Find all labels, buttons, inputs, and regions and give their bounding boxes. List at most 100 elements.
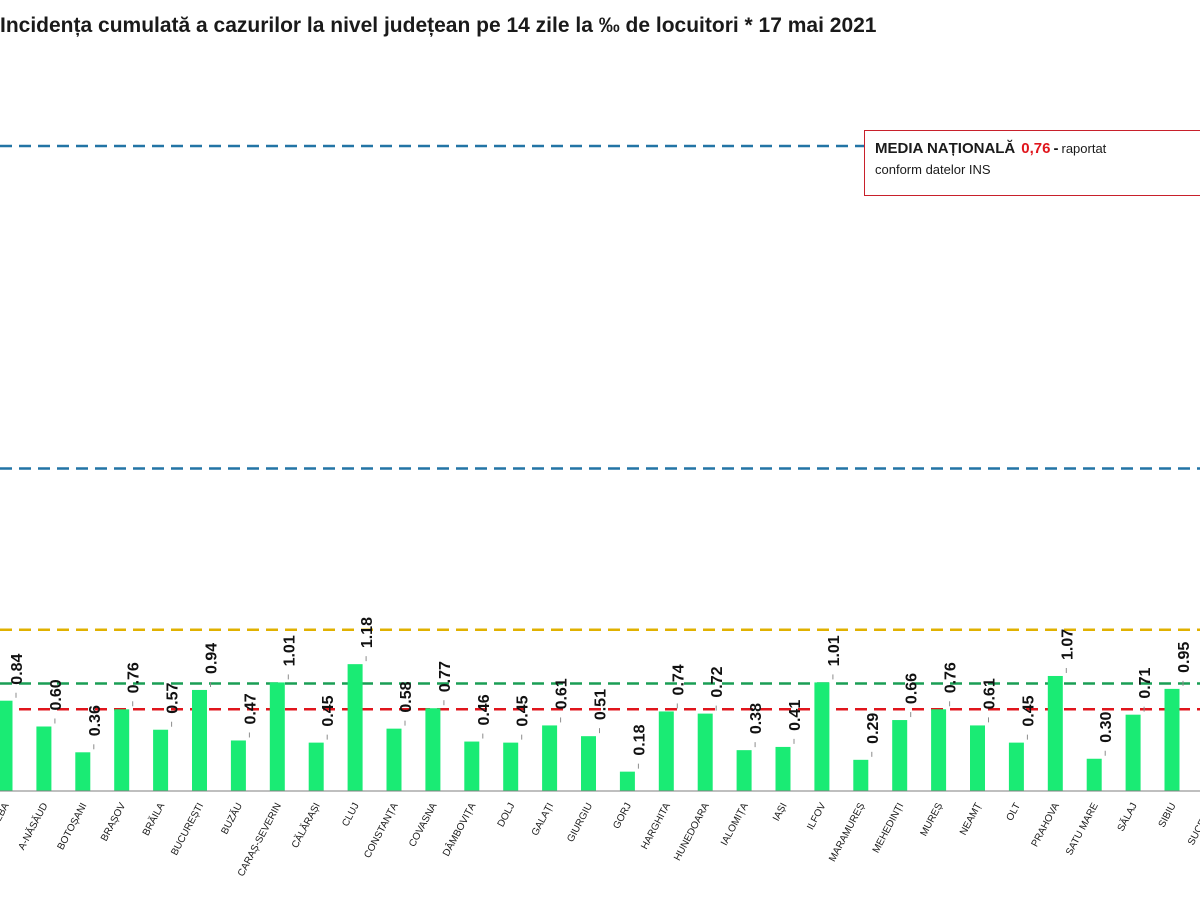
category-tick-label: SATU MARE (1064, 801, 1101, 857)
bar (386, 728, 402, 791)
value-label: 1.01 (826, 635, 843, 666)
category-tick-label: MUREȘ (919, 801, 946, 838)
bar (347, 664, 363, 791)
value-label: 0.76 (943, 662, 960, 693)
value-label: 1.01 (281, 635, 298, 666)
annotation-line-1: MEDIA NAȚIONALĂ 0,76- raportat (875, 140, 1200, 157)
category-tick-label: BUCUREȘTI (169, 801, 206, 857)
bar (970, 725, 985, 791)
value-label: 0.77 (437, 661, 454, 692)
category-tick-label: GIURGIU (565, 801, 595, 844)
value-label: 0.94 (204, 643, 221, 674)
category-tick-label: IAȘI (771, 801, 790, 823)
bar (697, 713, 713, 791)
category-tick-label: DÂMBOVIȚA (439, 800, 478, 858)
category-tick-label: COVASNA (407, 801, 439, 849)
value-label: 0.76 (126, 662, 143, 693)
bar (1086, 758, 1102, 791)
category-tick-label: BRAȘOV (99, 801, 128, 843)
annotation-label: MEDIA NAȚIONALĂ (875, 140, 1016, 157)
value-label: 0.36 (87, 705, 104, 736)
category-tick-label: ALBA (0, 801, 12, 829)
value-label: 0.45 (515, 695, 532, 726)
value-label: 0.84 (9, 653, 26, 684)
bar (1047, 675, 1063, 791)
annotation-line-2: conform datelor INS (875, 162, 991, 177)
value-label: 0.45 (1020, 695, 1037, 726)
category-tick-label: HUNEDOARA (672, 801, 712, 863)
bar (0, 700, 13, 791)
category-tick-label: MEHEDINȚI (871, 801, 907, 855)
annotation-value: 0,76 (1021, 140, 1051, 157)
value-label: 0.72 (709, 666, 726, 697)
category-tick-label: GORJ (611, 801, 634, 831)
bar (892, 720, 908, 791)
bar (192, 689, 207, 791)
value-label: 0.57 (165, 682, 182, 713)
bar (308, 742, 324, 791)
category-tick-label: HARGHITA (639, 801, 673, 851)
bar (269, 682, 285, 791)
category-tick-labels: ALBA A-NĂSĂUD BOTOȘANI BRAȘOV BRĂILA BUCUREȘT… (0, 800, 1200, 879)
chart-title: Incidența cumulată a cazurilor la nivel … (0, 14, 877, 37)
annotation-dash: - (1053, 140, 1059, 157)
category-tick-label: BUZĂU (218, 800, 245, 836)
category-tick-label: GALAȚI (530, 801, 556, 838)
value-label: 0.45 (320, 695, 337, 726)
value-label: 0.29 (865, 713, 882, 744)
category-tick-label: A-NĂSĂUD (15, 800, 51, 852)
category-tick-label: CLUJ (340, 801, 361, 828)
bar (736, 750, 752, 791)
category-tick-label: CARAȘ-SEVERIN (236, 801, 284, 878)
value-label: 0.61 (982, 678, 999, 709)
bar (1164, 688, 1180, 791)
value-label: 0.66 (904, 673, 921, 704)
value-labels: 0.84 0.60 0.36 0.76 0.57 0.94 0.47 1.01 0.45 1.18… (9, 617, 1193, 769)
category-tick-label: SUCEAVA (1186, 801, 1200, 847)
category-tick-label: OLT (1005, 801, 1024, 823)
category-tick-label: CONSTANȚA (362, 801, 400, 860)
bar (75, 752, 91, 791)
annotation-suffix: raportat (1061, 141, 1107, 156)
category-tick-label: BOTOȘANI (56, 801, 90, 852)
bar (503, 742, 519, 791)
value-label: 0.71 (1137, 667, 1154, 698)
bar (853, 759, 869, 791)
threshold-lines (0, 144, 1200, 711)
category-tick-label: IALOMIȚA (719, 801, 751, 848)
bar (581, 736, 596, 791)
bar (153, 729, 169, 791)
bars (0, 664, 1180, 791)
category-tick-label: SĂLAJ (1114, 800, 1140, 833)
bar (931, 709, 947, 791)
category-tick-label: PRAHOVA (1030, 801, 1062, 849)
bar (658, 711, 674, 791)
category-tick-label: NEAMȚ (958, 801, 984, 837)
value-label: 0.61 (554, 678, 571, 709)
bar (814, 682, 830, 791)
value-label: 0.60 (48, 679, 65, 710)
bar (1008, 742, 1024, 791)
bar (230, 740, 246, 791)
value-label: 0.47 (242, 693, 259, 724)
bar (542, 725, 558, 791)
bar (36, 726, 52, 791)
bar (114, 709, 130, 791)
national-average-annotation: MEDIA NAȚIONALĂ 0,76- raportat conform dat… (864, 130, 1200, 196)
category-tick-label: SIBIU (1157, 801, 1179, 829)
value-label: 0.46 (476, 694, 493, 725)
value-label: 0.18 (631, 724, 648, 755)
value-label: 0.95 (1176, 642, 1193, 673)
value-label: 0.38 (748, 703, 765, 734)
value-label: 1.07 (1059, 629, 1076, 660)
value-label: 0.51 (593, 689, 610, 720)
bar (1125, 714, 1141, 791)
bar (464, 741, 480, 791)
value-label: 0.41 (787, 700, 804, 731)
value-label: 0.58 (398, 681, 415, 712)
category-tick-label: DOLJ (496, 801, 518, 829)
category-tick-label: CĂLĂRAȘI (288, 800, 323, 850)
category-tick-label: BRĂILA (139, 800, 167, 838)
category-tick-label: MARAMUREȘ (827, 801, 867, 864)
